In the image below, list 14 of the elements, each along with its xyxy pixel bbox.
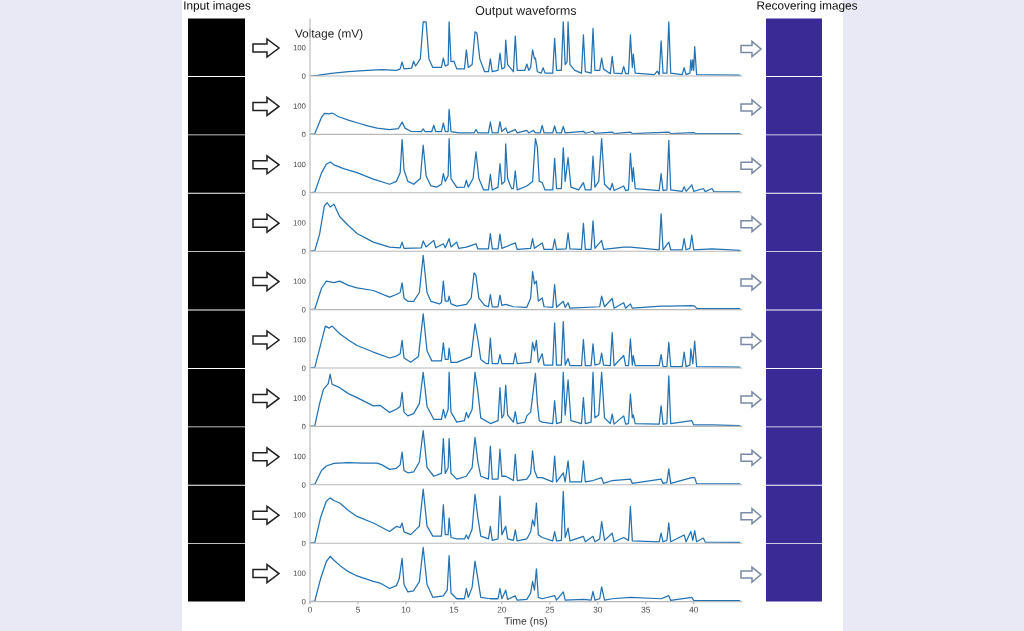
text: Recovering images	[757, 1, 858, 13]
x-tick-label: 40	[689, 606, 699, 613]
x-tick-label: 10	[401, 606, 411, 613]
x-tick-label: 0	[308, 606, 312, 613]
x-tick-label: 20	[497, 606, 507, 613]
x-tick-label: 35	[641, 606, 651, 613]
x-axis-title: Time (ns)	[504, 617, 547, 627]
x-tick-label: 25	[545, 606, 555, 613]
y-axis-title: Voltage (mV)	[294, 29, 363, 40]
text: Input images	[184, 1, 251, 13]
x-tick-label: 15	[449, 606, 459, 613]
x-tick-label: 30	[593, 606, 603, 613]
x-tick-label: 5	[355, 606, 360, 613]
chart-title: Output waveforms	[475, 5, 577, 18]
